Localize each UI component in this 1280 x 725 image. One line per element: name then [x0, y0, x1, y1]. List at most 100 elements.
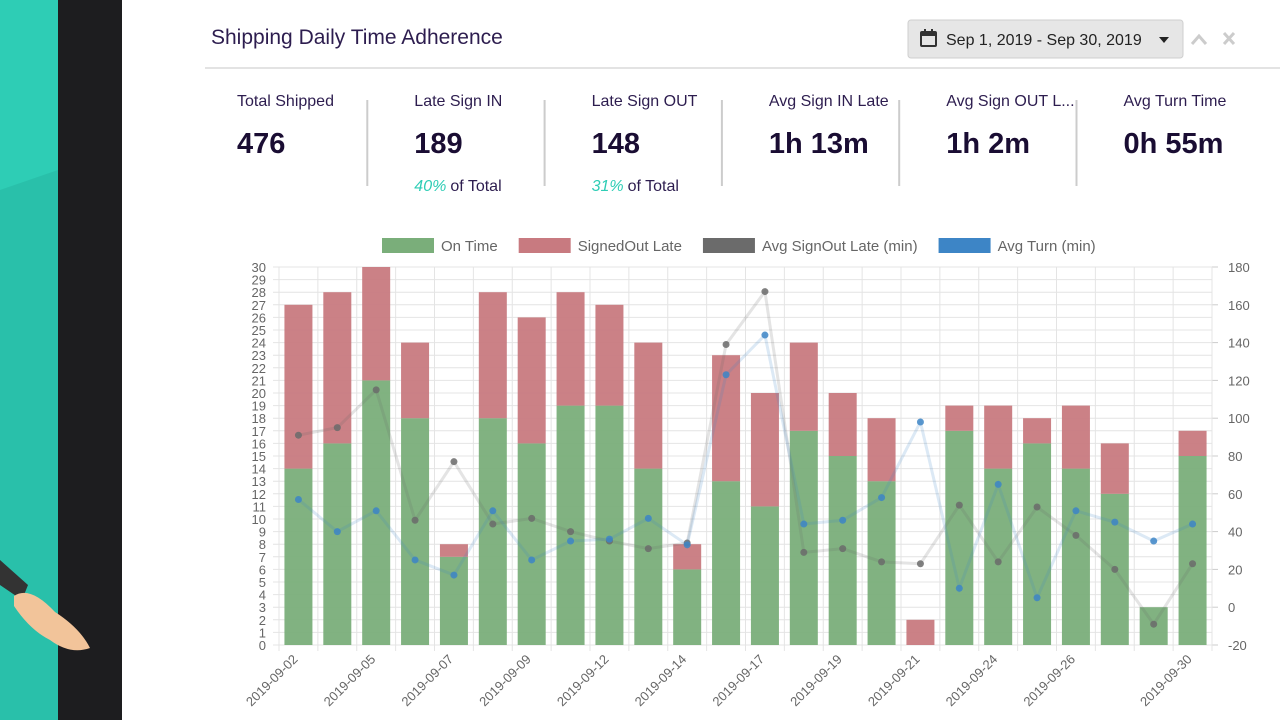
y-tick-label: 20 — [252, 386, 266, 401]
series-point — [1150, 620, 1158, 628]
bar-segment — [1061, 468, 1090, 645]
y-tick-label: 30 — [252, 260, 266, 275]
legend-label[interactable]: On Time — [441, 238, 498, 255]
series-point — [800, 520, 808, 528]
kpi-label: Late Sign IN — [414, 93, 502, 110]
bar-segment — [556, 405, 585, 645]
bar-segment — [828, 393, 857, 456]
series-point — [450, 458, 458, 466]
bar-segment — [1061, 405, 1090, 469]
bar-segment — [517, 317, 546, 444]
series-point — [567, 537, 575, 545]
bar-segment — [478, 418, 507, 645]
series-line — [298, 287, 1194, 627]
legend-label[interactable]: Avg Turn (min) — [998, 238, 1096, 255]
bar-segment — [439, 544, 468, 557]
arm — [0, 560, 28, 600]
series-point — [916, 418, 924, 426]
bar-segment — [867, 418, 896, 482]
date-range-button[interactable] — [907, 19, 1184, 59]
bar-segment — [1023, 443, 1052, 645]
kpi-value: 1h 13m — [769, 128, 869, 160]
bar-segment — [517, 443, 546, 645]
y-tick-label: 5 — [259, 575, 266, 590]
kpi-subtext: 31% of Total — [592, 178, 679, 195]
legend-swatch[interactable] — [518, 238, 571, 253]
legend-swatch[interactable] — [382, 238, 434, 253]
series-point — [878, 558, 886, 566]
series-point — [372, 386, 380, 394]
series-point — [994, 480, 1002, 488]
series-point — [839, 516, 847, 524]
y-tick-label: 13 — [252, 474, 266, 489]
y-tick-label: 4 — [259, 588, 266, 603]
bar-segment — [673, 544, 702, 570]
series-point — [644, 514, 652, 522]
bar-segment — [1100, 443, 1129, 494]
kpi-value: 1h 2m — [946, 128, 1030, 160]
series-point — [294, 495, 302, 503]
page-title: Shipping Daily Time Adherence — [211, 26, 503, 49]
series-point — [567, 528, 575, 536]
y-tick-label: 27 — [252, 298, 266, 313]
y-tick-label: 16 — [252, 436, 266, 451]
y2-tick-label: 120 — [1228, 373, 1250, 388]
y-tick-label: 25 — [252, 323, 266, 338]
y2-tick-label: 160 — [1228, 298, 1250, 313]
legend-swatch[interactable] — [938, 238, 991, 253]
legend-swatch[interactable] — [702, 238, 755, 253]
kpi-label: Avg Sign OUT L... — [946, 93, 1074, 110]
y-tick-label: 21 — [252, 373, 266, 388]
series-point — [1072, 531, 1080, 539]
y-tick-label: 14 — [252, 462, 266, 477]
y2-tick-label: -20 — [1228, 638, 1247, 653]
legend-label[interactable]: Avg SignOut Late (min) — [762, 238, 918, 255]
bar-segment — [323, 443, 352, 645]
series-point — [644, 545, 652, 553]
y-tick-label: 6 — [259, 562, 266, 577]
bar-segment — [401, 418, 430, 645]
bar-segment — [634, 342, 663, 469]
collapse-button[interactable] — [1190, 33, 1208, 45]
close-button[interactable] — [1222, 31, 1236, 46]
series-point — [955, 501, 963, 509]
y-tick-label: 2 — [259, 613, 266, 628]
y-tick-label: 18 — [252, 411, 266, 426]
bar-segment — [439, 556, 468, 645]
bar-segment — [284, 468, 313, 645]
legend-label[interactable]: SignedOut Late — [578, 238, 682, 255]
series-point — [1150, 537, 1158, 545]
series-point — [1189, 560, 1197, 568]
series-point — [1111, 518, 1119, 526]
date-range-text[interactable]: Sep 1, 2019 - Sep 30, 2019 — [946, 32, 1142, 49]
series-point — [683, 541, 691, 549]
bar-segment — [323, 292, 352, 444]
kpi-label: Avg Turn Time — [1124, 93, 1227, 110]
y-tick-label: 0 — [259, 638, 266, 653]
bar-segment — [478, 292, 507, 419]
y-tick-label: 23 — [252, 348, 266, 363]
series-point — [761, 288, 769, 296]
y2-tick-label: 80 — [1228, 449, 1242, 464]
kpi-note: of Total — [628, 178, 679, 195]
y-tick-label: 28 — [252, 285, 266, 300]
series-point — [294, 431, 302, 439]
y-tick-label: 29 — [252, 273, 266, 288]
y-tick-label: 19 — [252, 399, 266, 414]
series-point — [994, 558, 1002, 566]
series-point — [450, 571, 458, 579]
bar-segment — [750, 393, 779, 507]
bar-segment — [1178, 456, 1207, 645]
series-point — [411, 556, 419, 564]
hand — [14, 592, 90, 651]
series-point — [800, 548, 808, 556]
bar-segment — [984, 468, 1013, 645]
bar-segment — [984, 405, 1013, 469]
y-tick-label: 10 — [252, 512, 266, 527]
kpi-value: 148 — [592, 128, 640, 160]
bar-segment — [1023, 418, 1052, 444]
series-point — [916, 560, 924, 568]
